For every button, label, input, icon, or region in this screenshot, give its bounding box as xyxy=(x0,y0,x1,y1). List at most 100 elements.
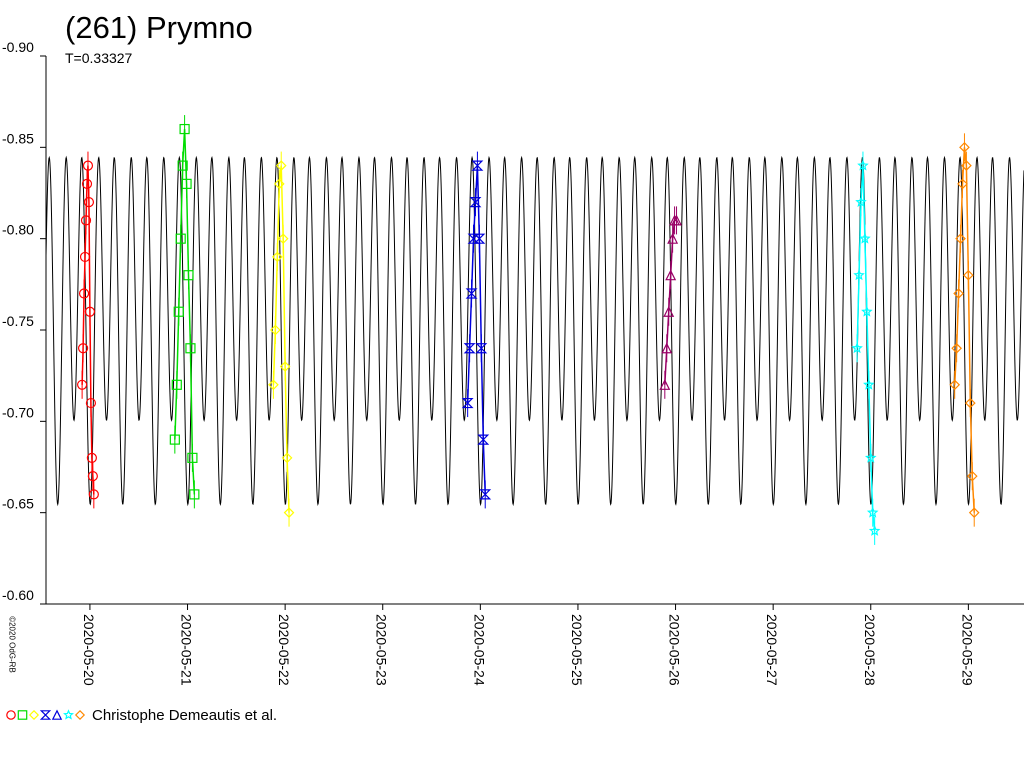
data-point xyxy=(181,178,192,189)
data-point xyxy=(87,471,98,482)
data-point xyxy=(667,232,679,244)
data-point xyxy=(671,214,682,226)
data-point xyxy=(663,305,675,317)
data-point xyxy=(86,452,97,463)
data-point xyxy=(77,379,88,390)
data-point xyxy=(864,451,877,463)
data-point xyxy=(659,378,671,390)
data-point xyxy=(177,160,188,171)
x-tick-label: 2020-05-23 xyxy=(374,614,390,686)
data-point xyxy=(477,434,490,445)
data-point xyxy=(465,288,478,299)
data-point xyxy=(859,232,871,244)
legend-marker xyxy=(17,710,28,720)
data-point xyxy=(80,215,92,226)
y-tick-label: -0.75 xyxy=(2,313,34,329)
data-point xyxy=(863,378,875,390)
data-point xyxy=(77,343,89,354)
data-point xyxy=(959,141,970,153)
data-point xyxy=(951,342,963,354)
chart-title: (261) Prymno xyxy=(65,10,253,45)
data-point xyxy=(461,397,474,409)
legend-marker xyxy=(6,710,16,720)
legend-credit: Christophe Demeautis et al. xyxy=(92,706,278,724)
data-point xyxy=(955,233,966,245)
data-point xyxy=(88,489,99,500)
period-label: T=0.33327 xyxy=(65,50,133,66)
y-tick-label: -0.65 xyxy=(2,496,34,512)
legend-marker xyxy=(74,709,86,721)
x-tick-label: 2020-05-21 xyxy=(179,614,195,686)
data-point xyxy=(271,251,283,263)
data-point xyxy=(855,196,867,208)
data-point xyxy=(281,452,293,464)
x-tick-label: 2020-05-27 xyxy=(764,614,780,686)
data-point xyxy=(84,306,96,317)
data-point xyxy=(279,361,291,372)
data-point xyxy=(961,160,972,171)
data-point xyxy=(85,397,96,409)
data-point xyxy=(861,305,873,317)
y-tick-label: -0.70 xyxy=(2,404,34,420)
data-point xyxy=(473,233,486,244)
data-point xyxy=(963,269,974,281)
data-point xyxy=(189,489,200,500)
data-point xyxy=(966,470,978,482)
data-point xyxy=(463,343,476,354)
data-point xyxy=(175,233,186,244)
data-point xyxy=(187,452,198,463)
data-point xyxy=(277,233,289,245)
x-tick-label: 2020-05-20 xyxy=(81,614,97,686)
x-tick-label: 2020-05-24 xyxy=(471,614,487,686)
series-2020-05-20 xyxy=(77,151,99,509)
model-lightcurve xyxy=(45,155,1024,507)
y-tick-label: -0.80 xyxy=(2,222,34,238)
data-point xyxy=(283,507,295,519)
data-point xyxy=(179,123,190,135)
data-point xyxy=(270,324,281,336)
data-point xyxy=(471,160,484,171)
data-point xyxy=(665,269,677,281)
series-2020-05-22 xyxy=(268,151,295,527)
data-point xyxy=(949,379,961,391)
y-tick-label: -0.85 xyxy=(2,130,34,146)
data-point xyxy=(866,506,879,518)
data-point xyxy=(82,160,94,171)
data-point xyxy=(868,524,881,536)
data-point xyxy=(78,288,90,299)
data-point xyxy=(173,306,184,317)
x-tick-label: 2020-05-25 xyxy=(569,614,585,686)
series-2020-05-28 xyxy=(851,151,881,545)
data-point xyxy=(857,159,869,171)
copyright-note: ©2020 OdG-RB xyxy=(7,616,17,673)
data-point xyxy=(185,343,196,354)
x-tick-label: 2020-05-29 xyxy=(959,614,975,686)
data-point xyxy=(851,342,863,354)
series-2020-05-24 xyxy=(461,151,492,509)
data-point xyxy=(953,288,964,299)
data-point xyxy=(79,251,91,263)
data-point xyxy=(183,270,194,281)
series-2020-05-29 xyxy=(949,133,980,527)
legend-marker xyxy=(63,709,74,720)
data-point xyxy=(81,178,93,189)
y-tick-label: -0.90 xyxy=(2,39,34,55)
x-tick-label: 2020-05-22 xyxy=(276,614,292,686)
data-point xyxy=(275,160,287,171)
legend-marker xyxy=(39,710,52,720)
series-2020-05-26 xyxy=(659,206,682,399)
legend-marker xyxy=(28,709,40,721)
data-point xyxy=(661,342,673,354)
legend-marker xyxy=(51,709,63,720)
legend-markers xyxy=(6,709,86,721)
data-point xyxy=(853,269,865,281)
legend: Christophe Demeautis et al. xyxy=(4,705,277,725)
data-point xyxy=(964,397,976,409)
data-point xyxy=(475,343,488,354)
data-point xyxy=(957,178,968,190)
data-point xyxy=(268,379,279,391)
data-point xyxy=(169,434,180,445)
data-point xyxy=(273,178,285,190)
data-point xyxy=(479,489,492,500)
